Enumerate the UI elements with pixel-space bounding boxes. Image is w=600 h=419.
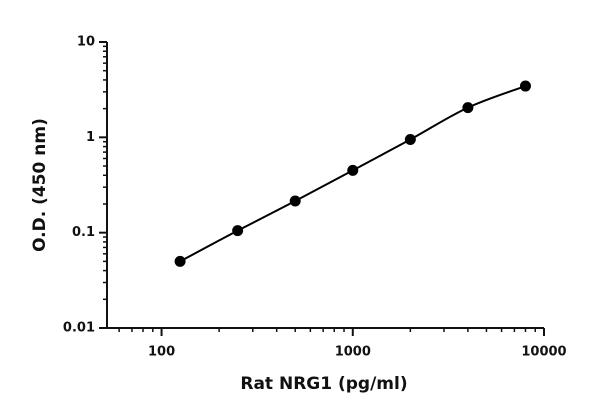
y-tick-label: 0.1 (72, 225, 95, 240)
data-point (462, 102, 474, 114)
y-tick-label: 10 (77, 35, 95, 50)
x-axis-title: Rat NRG1 (pg/ml) (240, 374, 407, 394)
y-tick-label: 0.01 (63, 321, 95, 336)
data-point (519, 80, 531, 92)
data-point (347, 164, 359, 176)
y-axis-title: O.D. (450 nm) (30, 118, 50, 252)
data-point (289, 195, 301, 207)
data-point (174, 255, 186, 267)
x-tick-label: 1000 (335, 345, 371, 360)
y-tick-label: 1 (86, 130, 95, 145)
x-tick-label: 100 (148, 345, 175, 360)
data-point (404, 133, 416, 145)
x-tick-label: 10000 (521, 345, 566, 360)
data-point (232, 225, 244, 237)
